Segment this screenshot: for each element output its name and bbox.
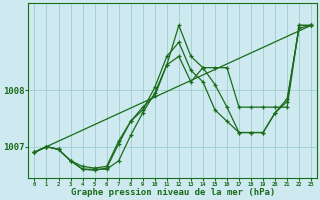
X-axis label: Graphe pression niveau de la mer (hPa): Graphe pression niveau de la mer (hPa) [71, 188, 275, 197]
